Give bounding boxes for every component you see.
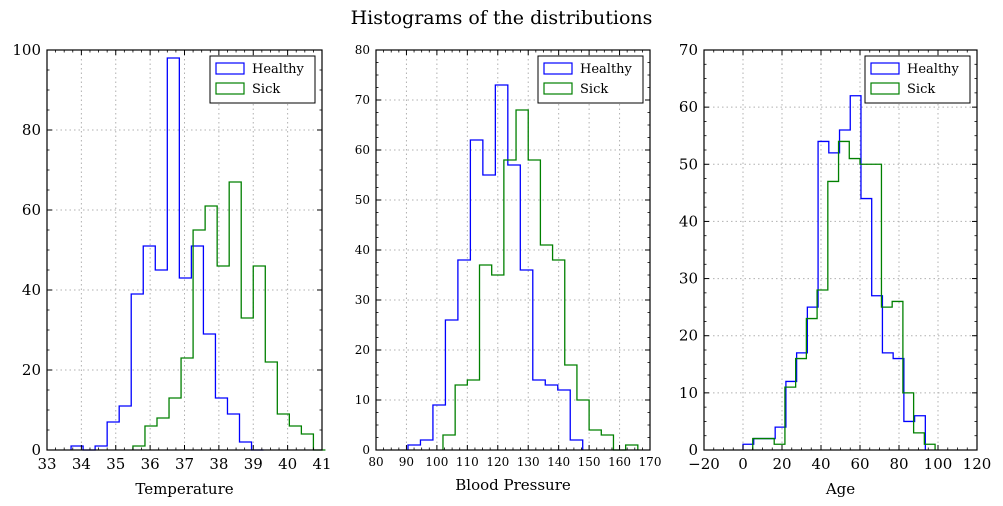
histogram-sick [442,109,639,451]
y-tick-label: 70 [355,93,370,107]
x-tick-label: 60 [850,455,869,473]
figure-title: Histograms of the distributions [350,7,653,29]
legend: Healthy Sick [864,55,971,104]
histogram-sick [132,181,326,451]
legend-frame [864,55,971,104]
legend: Healthy Sick [209,55,316,104]
subplot-3: −20 0 20 40 60 80 100 120010203040506070AgeHeal… [679,41,991,498]
y-tick-label: 30 [355,293,370,307]
x-tick-label: 160 [608,455,631,469]
x-tick-label: 38 [209,455,228,473]
histogram-healthy [407,84,584,450]
y-tick-label: 50 [679,155,698,173]
axes-frame [703,49,978,451]
x-tick-label: 35 [106,455,125,473]
legend-label-healthy: Healthy [907,62,960,77]
legend-swatch-sick [870,82,900,95]
histogram-healthy [742,95,926,450]
subplot-1: 33 34 35 36 37 38 39 40 41 0 20 40 60 80 100 Temperatur… [12,41,331,498]
x-tick-label: 33 [37,455,56,473]
x-tick-label: 34 [72,455,91,473]
legend-label-healthy: Healthy [252,62,305,77]
y-tick-label: 40 [22,281,41,299]
x-tick-label: 130 [517,455,540,469]
y-tick-label: 50 [355,193,370,207]
y-tick-label: 70 [679,41,698,59]
y-tick-label: 30 [679,270,698,288]
legend: Healthy Sick [537,55,644,104]
legend-swatch-healthy [870,62,900,75]
y-tick-label: 20 [355,343,370,357]
y-tick-label: 20 [679,327,698,345]
legend-frame [209,55,316,104]
legend-label-sick: Sick [907,82,935,97]
x-tick-label: 37 [175,455,194,473]
x-tick-label: 110 [456,455,479,469]
x-tick-label: 120 [486,455,509,469]
legend-label-healthy: Healthy [580,62,633,77]
y-tick-label: 80 [355,43,370,57]
x-tick-label: 150 [578,455,601,469]
y-tick-label: 60 [355,143,370,157]
x-tick-label: 120 [963,455,992,473]
x-tick-label: 20 [772,455,791,473]
subplot-2: 80 90 100 110 120 130 140 150 160 170 0 10 20 30 40 50 6… [355,43,662,494]
legend-swatch-sick [215,82,245,95]
y-tick-label: 20 [22,361,41,379]
y-tick-label: 60 [22,201,41,219]
x-tick-label: 90 [399,455,414,469]
y-tick-label: 80 [22,121,41,139]
x-tick-label: 39 [244,455,263,473]
x-tick-label: 140 [547,455,570,469]
y-tick-label: 10 [355,393,370,407]
x-tick-label: −20 [688,455,720,473]
y-tick-label: 60 [679,98,698,116]
legend-swatch-sick [543,82,573,95]
legend-swatch-healthy [543,62,573,75]
legend-label-sick: Sick [580,82,608,97]
x-tick-label: 80 [368,455,383,469]
y-tick-label: 0 [362,443,370,457]
y-tick-label: 10 [679,384,698,402]
x-tick-label: 40 [278,455,297,473]
legend-label-sick: Sick [252,82,280,97]
legend-frame [537,55,644,104]
legend-swatch-healthy [215,62,245,75]
y-tick-label: 40 [679,212,698,230]
x-axis-label: Age [825,480,855,498]
y-tick-label: 40 [355,243,370,257]
histogram-healthy [70,57,264,451]
x-tick-label: 41 [312,455,331,473]
y-tick-label: 0 [688,441,698,459]
x-tick-label: 100 [425,455,448,469]
y-tick-label: 100 [12,41,41,59]
x-tick-label: 170 [639,455,662,469]
x-tick-label: 36 [141,455,160,473]
x-tick-label: 0 [738,455,748,473]
x-tick-label: 100 [924,455,953,473]
x-tick-label: 80 [889,455,908,473]
x-tick-label: 40 [811,455,830,473]
histogram-sick [752,140,936,450]
y-tick-label: 0 [31,441,41,459]
x-axis-label: Temperature [135,480,233,498]
x-axis-label: Blood Pressure [455,476,571,494]
